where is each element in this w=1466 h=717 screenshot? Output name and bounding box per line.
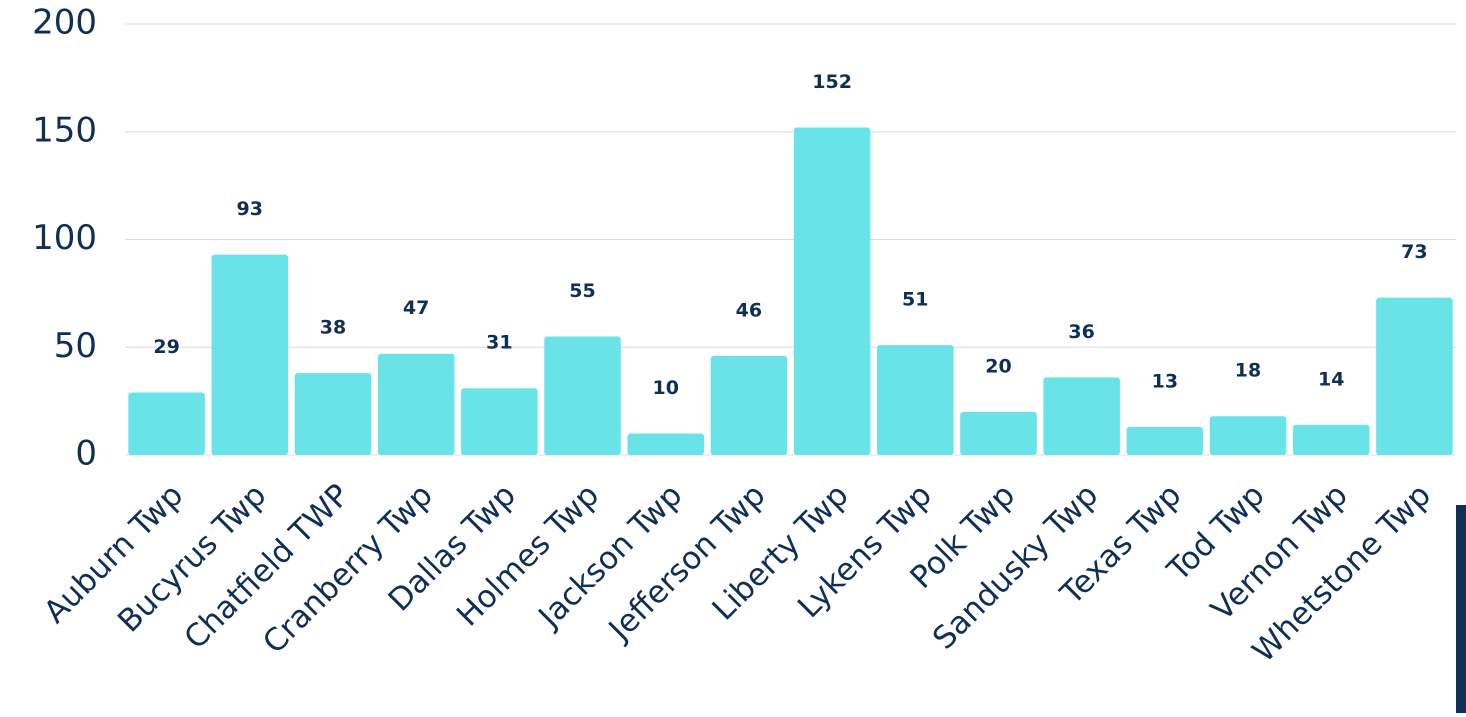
value-label: 46 — [736, 299, 762, 321]
bar — [461, 388, 538, 455]
value-label: 93 — [237, 198, 263, 220]
bar — [960, 411, 1037, 455]
value-label: 36 — [1068, 321, 1094, 343]
value-label: 55 — [569, 280, 595, 302]
value-label: 51 — [902, 289, 928, 311]
bar — [710, 355, 788, 455]
bar — [1292, 424, 1370, 455]
bar — [377, 353, 455, 455]
value-label: 14 — [1318, 368, 1344, 390]
value-label: 73 — [1401, 241, 1427, 263]
bar — [1126, 426, 1204, 455]
value-label: 18 — [1235, 360, 1261, 382]
value-label: 13 — [1152, 370, 1178, 392]
bar — [1209, 416, 1287, 455]
bar — [627, 433, 704, 455]
bar — [544, 336, 621, 455]
y-tick-label: 0 — [75, 434, 97, 474]
y-tick-label: 50 — [54, 326, 97, 366]
value-label: 10 — [652, 377, 678, 399]
value-label: 152 — [812, 71, 852, 93]
bar — [1376, 297, 1453, 455]
decor-bar — [1456, 505, 1466, 713]
bar — [877, 345, 954, 455]
bar — [211, 254, 289, 455]
value-label: 20 — [985, 355, 1011, 377]
bar — [294, 373, 372, 455]
bar — [1043, 377, 1120, 455]
value-label: 38 — [320, 317, 346, 339]
y-tick-label: 100 — [32, 218, 97, 258]
value-label: 47 — [403, 297, 429, 319]
x-tick-label: Jackson Twp — [531, 477, 690, 636]
bar — [793, 127, 871, 455]
y-tick-label: 200 — [32, 3, 97, 43]
y-tick-label: 150 — [32, 110, 97, 150]
value-label: 29 — [153, 336, 179, 358]
value-label: 31 — [486, 332, 512, 354]
bar — [128, 392, 205, 455]
